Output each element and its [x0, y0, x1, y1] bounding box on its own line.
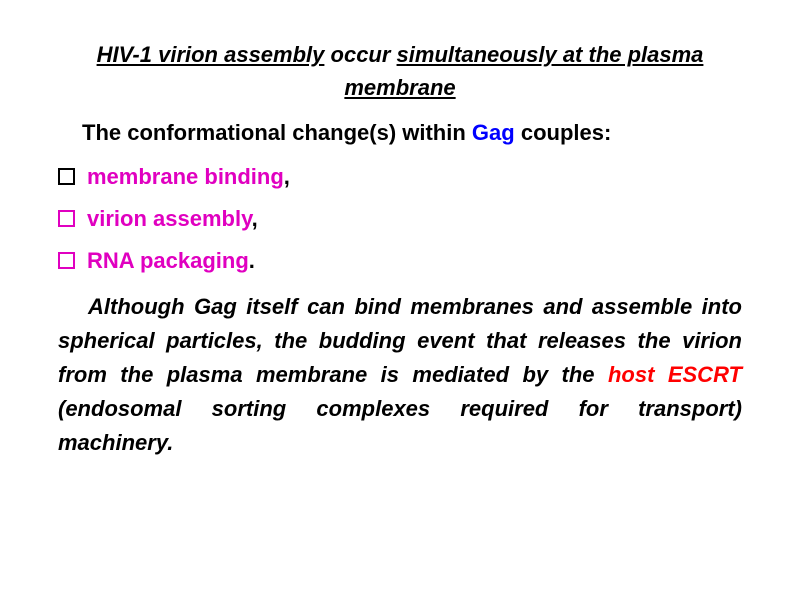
intro-gag: Gag: [472, 120, 515, 145]
bullet-list: membrane binding, virion assembly, RNA p…: [58, 164, 742, 274]
body-paragraph: Although Gag itself can bind membranes a…: [58, 290, 742, 460]
title-part1: HIV-1 virion assembly: [97, 42, 325, 67]
bullet-label: RNA packaging: [87, 248, 249, 273]
list-item: virion assembly,: [58, 206, 742, 232]
bullet-text: membrane binding,: [87, 164, 290, 190]
title-part2: occur: [324, 42, 396, 67]
list-item: membrane binding,: [58, 164, 742, 190]
slide-title: HIV-1 virion assembly occur simultaneous…: [58, 38, 742, 104]
bullet-square-icon: [58, 168, 75, 185]
bullet-suffix: .: [249, 248, 255, 273]
paragraph-post: (endosomal sorting complexes required fo…: [58, 396, 742, 455]
title-part3: simultaneously at the plasma membrane: [344, 42, 703, 100]
bullet-text: RNA packaging.: [87, 248, 255, 274]
bullet-label: membrane binding: [87, 164, 284, 189]
paragraph-escrt: host ESCRT: [608, 362, 742, 387]
list-item: RNA packaging.: [58, 248, 742, 274]
intro-after: couples:: [515, 120, 612, 145]
bullet-square-icon: [58, 210, 75, 227]
intro-before: The conformational change(s) within: [82, 120, 472, 145]
bullet-label: virion assembly: [87, 206, 252, 231]
intro-line: The conformational change(s) within Gag …: [58, 120, 742, 146]
bullet-square-icon: [58, 252, 75, 269]
bullet-suffix: ,: [284, 164, 290, 189]
bullet-text: virion assembly,: [87, 206, 258, 232]
bullet-suffix: ,: [252, 206, 258, 231]
